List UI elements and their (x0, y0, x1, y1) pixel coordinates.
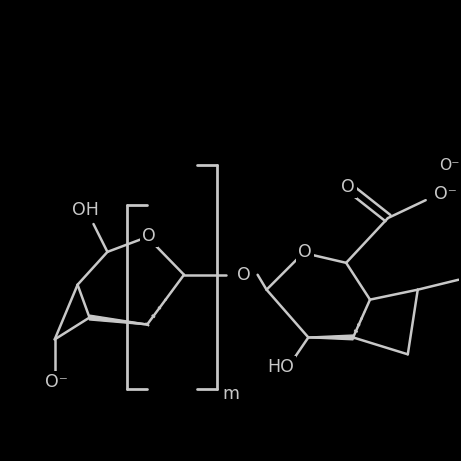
Text: O: O (142, 227, 156, 245)
Text: HO: HO (267, 358, 294, 376)
Text: O: O (237, 266, 251, 284)
Text: O⁻: O⁻ (45, 373, 68, 391)
Text: m: m (222, 385, 239, 403)
Polygon shape (89, 315, 147, 325)
Polygon shape (308, 335, 353, 340)
Text: O⁻: O⁻ (434, 185, 456, 203)
Text: O⁻: O⁻ (439, 158, 460, 173)
Text: O: O (298, 243, 312, 261)
Text: OH: OH (72, 201, 99, 219)
Text: O: O (341, 178, 355, 196)
